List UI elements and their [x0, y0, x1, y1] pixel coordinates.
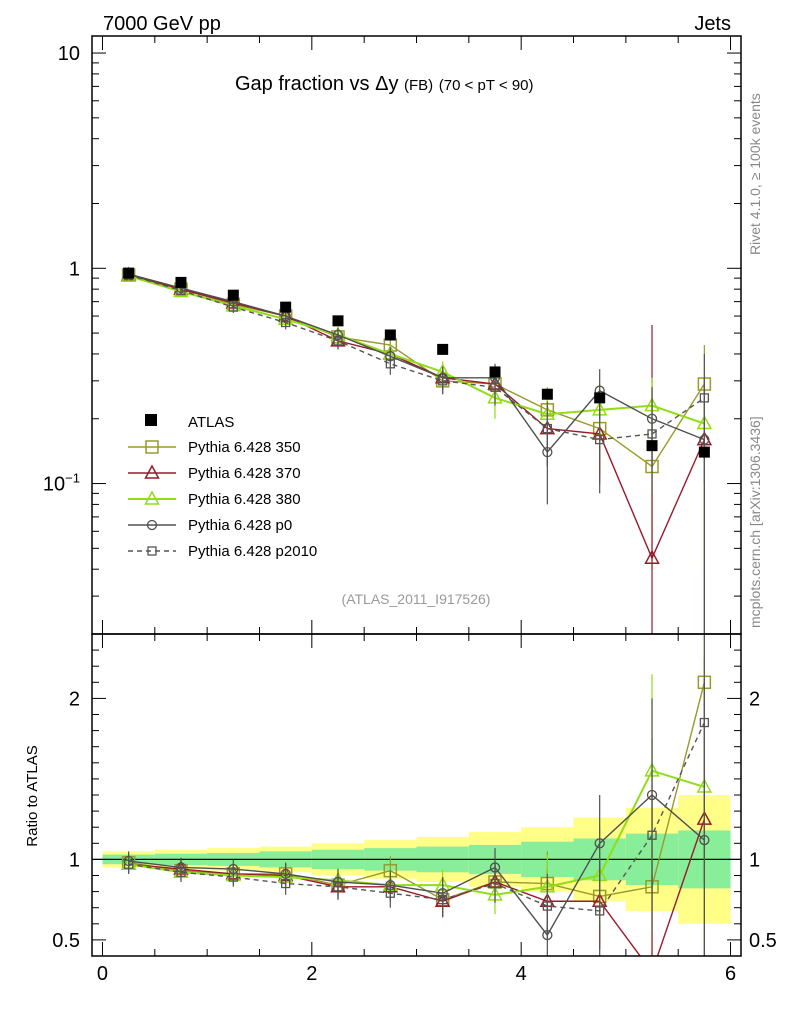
- ratio-y-tick-label: 1: [69, 849, 80, 871]
- plot-title-range: (70 < pT < 90): [439, 77, 534, 94]
- main-point: [333, 336, 343, 346]
- legend-label: Pythia 6.428 p2010: [188, 543, 317, 560]
- main-y-tick-label: 10: [58, 43, 80, 65]
- main-y-tick-label: 1: [69, 258, 80, 280]
- ratio-series-0: [121, 634, 712, 956]
- legend-marker: [144, 490, 160, 505]
- plot-title: Gap fraction vs Δy (FB) (70 < pT < 90): [235, 73, 534, 95]
- main-point: [490, 382, 500, 392]
- ratio-series-line: [128, 794, 705, 937]
- ratio-series-4: [123, 634, 710, 956]
- data-point: [541, 388, 553, 400]
- ratio-point: [228, 872, 238, 882]
- main-point: [644, 549, 660, 564]
- data-point: [384, 329, 396, 341]
- data-point: [332, 315, 344, 327]
- ratio-point: [490, 878, 500, 889]
- data-point: [646, 440, 658, 452]
- header-right: Jets: [694, 13, 731, 35]
- main-series-4: [123, 270, 710, 494]
- main-series-line: [128, 275, 705, 425]
- ratio-y-tick-label-right: 1: [749, 849, 760, 871]
- legend-atlas-label: ATLAS: [188, 414, 234, 431]
- plot-title-main: Gap fraction vs: [235, 73, 370, 95]
- main-point: [385, 359, 395, 369]
- x-tick-label: 2: [306, 963, 317, 985]
- main-series-line: [128, 274, 705, 441]
- legend-marker: [145, 440, 159, 454]
- main-point: [281, 317, 291, 328]
- main-data-points: [123, 267, 710, 458]
- main-point: [699, 393, 710, 403]
- ratio-point: [438, 895, 448, 905]
- header-left: 7000 GeV pp: [103, 13, 221, 35]
- ratio-series-line: [128, 818, 706, 956]
- ratio-series-line: [128, 769, 705, 896]
- data-point: [698, 446, 710, 458]
- x-tick-label: 0: [97, 963, 108, 985]
- ratio-y-tick-label-right: 2: [749, 688, 760, 710]
- legend-label: Pythia 6.428 p0: [188, 517, 292, 534]
- legend: ATLAS Pythia 6.428 350 Pythia 6.428 370 Py…: [128, 414, 317, 560]
- x-tick-label: 4: [516, 963, 527, 985]
- ratio-ylabel: Ratio to ATLAS: [24, 745, 41, 846]
- ratio-point: [595, 906, 605, 916]
- legend-label: Pythia 6.428 370: [188, 465, 301, 482]
- ratio-y-tick-label-right: 0.5: [749, 930, 777, 952]
- plot-title-var: Δy: [375, 73, 398, 95]
- main-point: [228, 302, 238, 312]
- ratio-point: [699, 717, 710, 728]
- x-tick-label: 6: [725, 963, 736, 985]
- data-point: [175, 276, 187, 288]
- data-point: [227, 289, 239, 301]
- ratio-point: [594, 838, 605, 849]
- ratio-y-tick-label: 2: [69, 688, 80, 710]
- data-point: [437, 343, 449, 355]
- rivet-label: Rivet 4.1.0, ≥ 100k events: [747, 93, 763, 255]
- plot-title-suffix: (FB): [404, 77, 433, 94]
- data-point: [594, 392, 606, 404]
- legend-label: Pythia 6.428 350: [188, 439, 301, 456]
- data-point: [489, 366, 501, 378]
- ratio-point: [542, 901, 552, 911]
- legend-label: Pythia 6.428 380: [188, 491, 301, 508]
- main-point: [647, 429, 657, 439]
- ratio-point: [647, 830, 657, 840]
- ratio-point: [281, 878, 291, 889]
- main-point: [595, 434, 605, 445]
- mcplots-label: mcplots.cern.ch [arXiv:1306.3436]: [747, 416, 763, 628]
- main-series-line: [128, 274, 706, 560]
- main-point: [438, 376, 448, 386]
- ratio-y-tick-label: 0.5: [52, 930, 80, 952]
- ratio-point: [333, 882, 343, 892]
- ratio-point: [123, 859, 134, 869]
- ratio-panel: 0.5 0.5 1 1 2 2 0 2 4 6 Ratio to ATLAS: [24, 633, 777, 985]
- main-y-tick-label: 10−1: [43, 471, 80, 496]
- main-panel: 10−1 1 10 Gap fraction vs Δy (FB) (70 < pT…: [43, 35, 742, 635]
- ratio-series-1: [120, 658, 713, 956]
- analysis-label: (ATLAS_2011_I917526): [342, 591, 491, 607]
- ratio-point: [385, 888, 395, 898]
- main-series-line: [128, 273, 705, 454]
- legend-marker: [144, 464, 160, 479]
- main-point: [542, 423, 552, 434]
- legend-marker: [146, 519, 158, 531]
- legend-atlas-marker: [145, 414, 157, 426]
- ratio-point: [176, 867, 186, 877]
- data-point: [280, 301, 292, 313]
- data-point: [123, 267, 135, 279]
- legend-marker: [147, 546, 157, 556]
- ratio-series-line: [128, 722, 705, 912]
